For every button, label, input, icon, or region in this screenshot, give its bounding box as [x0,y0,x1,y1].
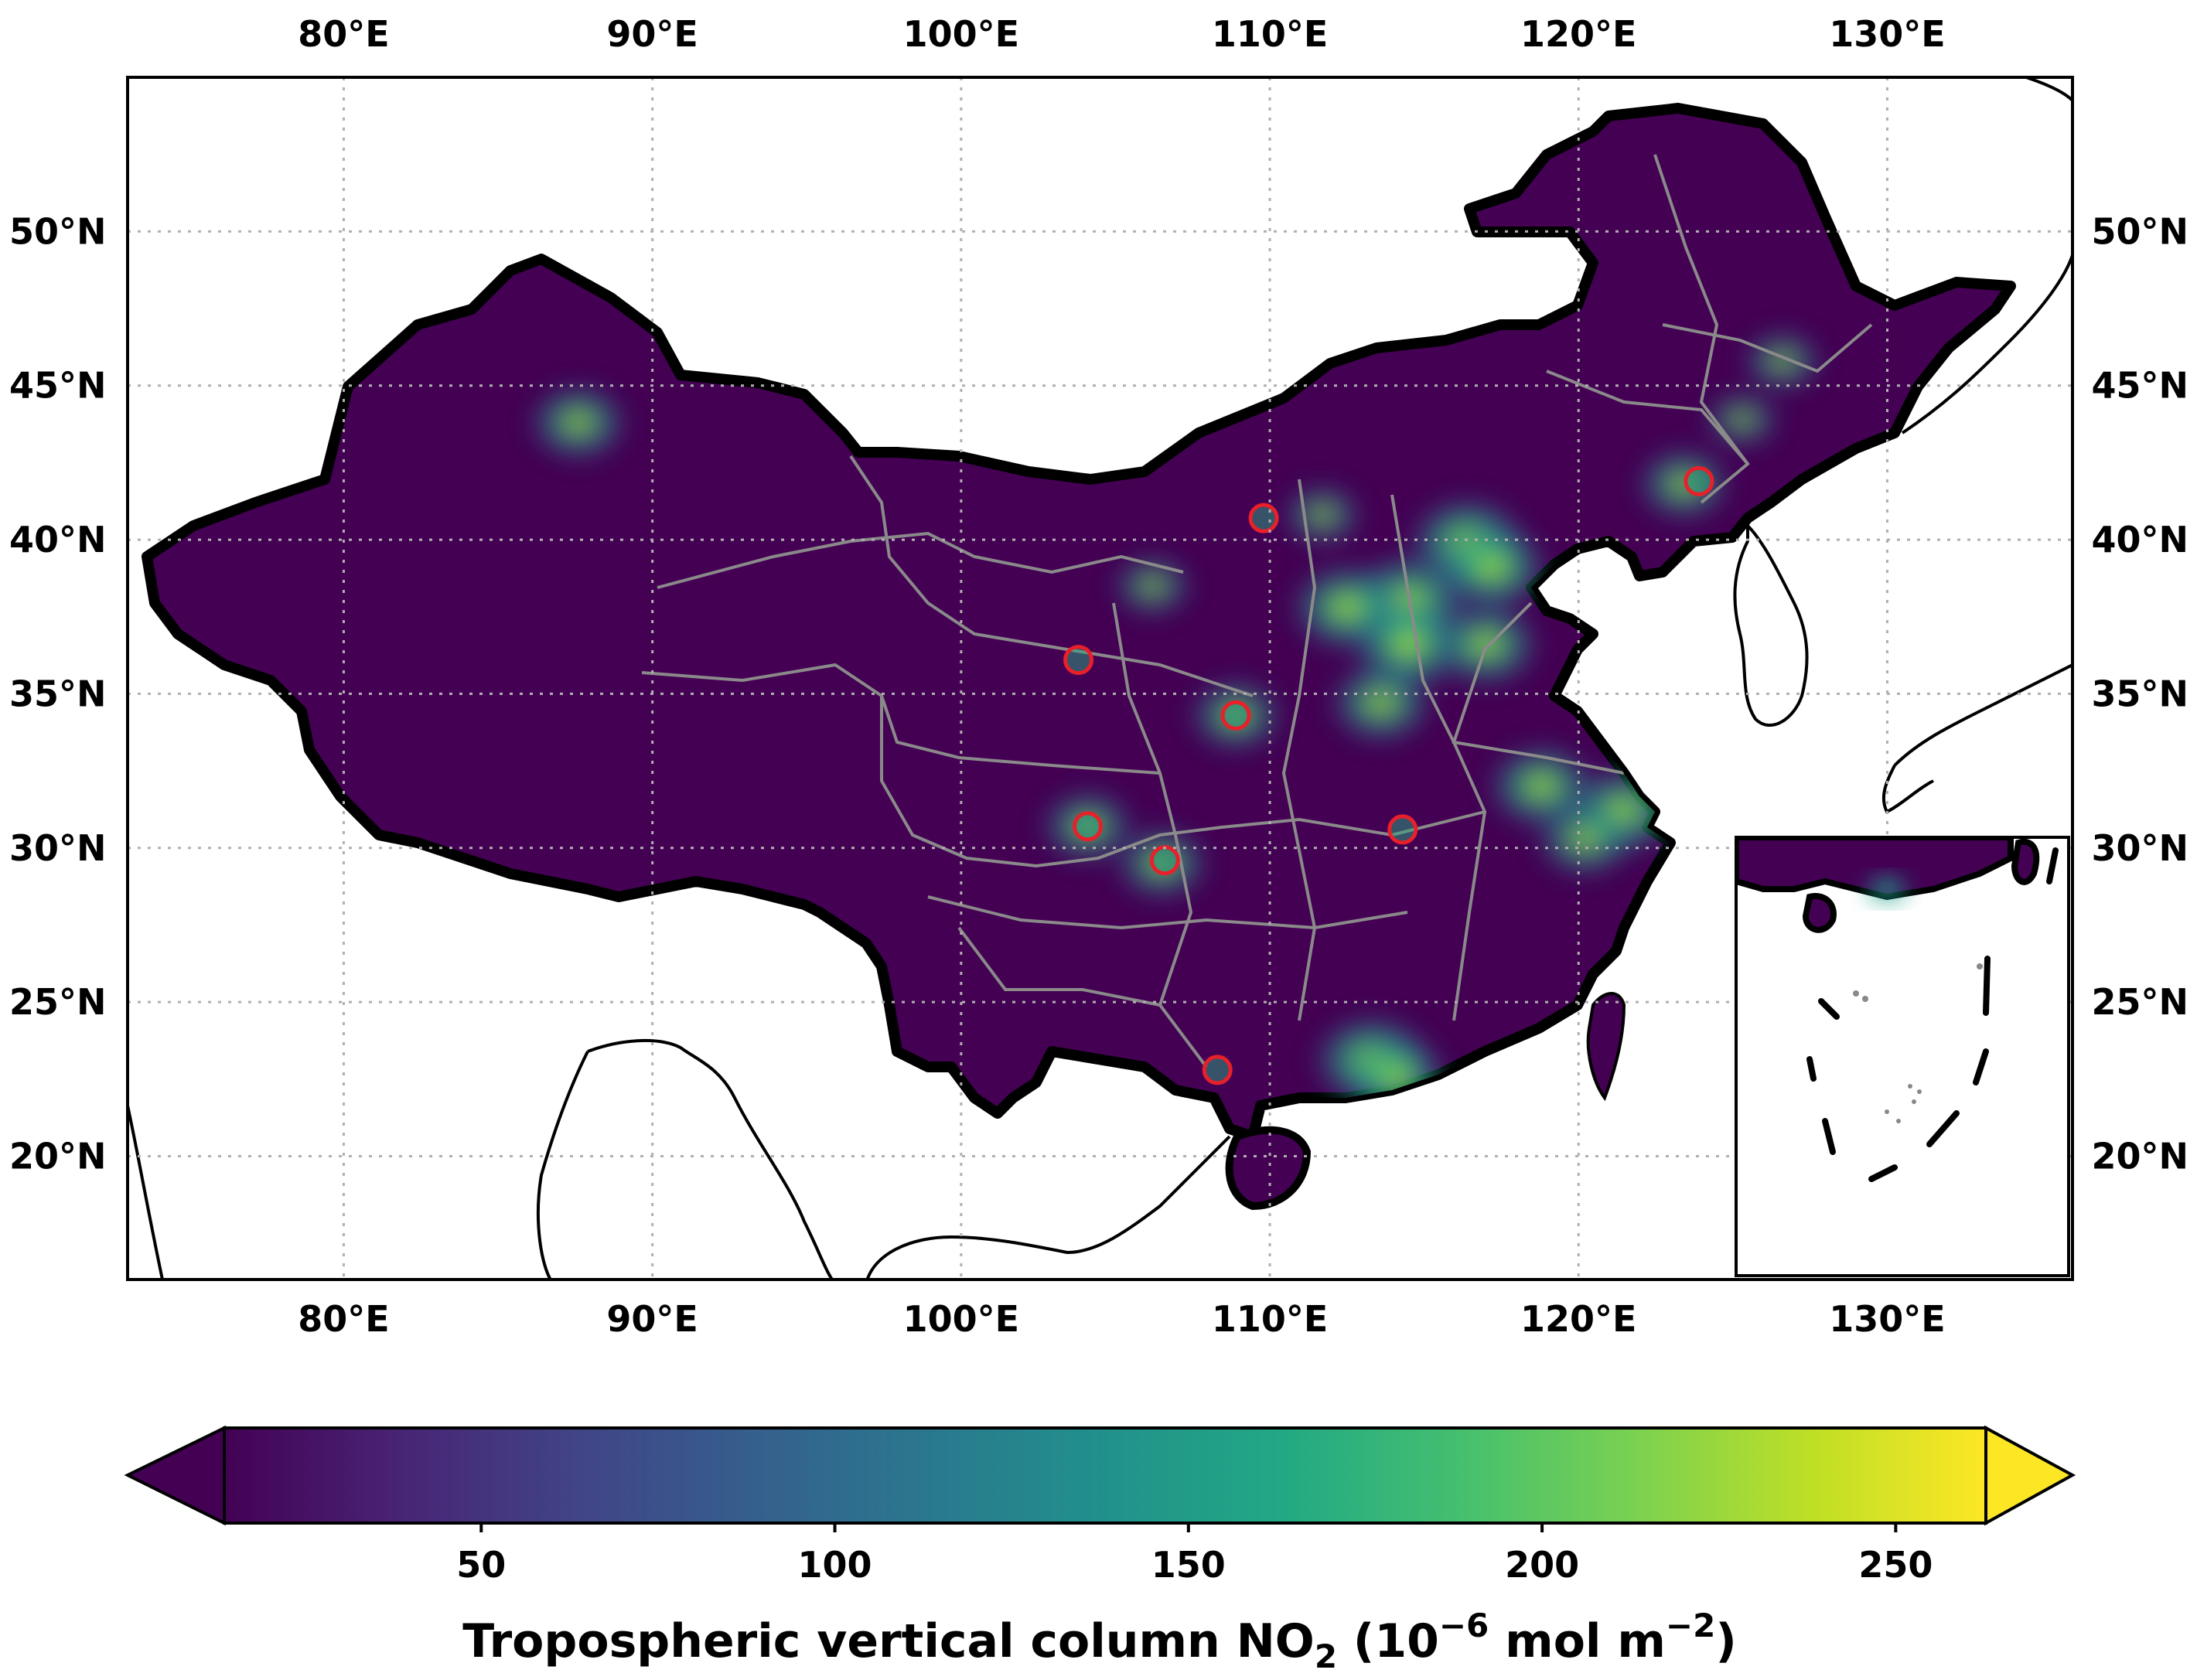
lat-label-left-3: 35°N [9,673,107,714]
site-marker-4 [1073,811,1104,842]
lon-label-bottom-0: 80°E [298,1298,389,1340]
hotspot-13 [524,380,632,465]
inset-islands [1853,963,1983,1123]
lat-label-right-5: 45°N [2091,365,2188,407]
lat-label-left-2: 30°N [9,827,107,869]
province-boundaries [641,154,1873,1068]
lat-label-right-2: 30°N [2091,827,2188,869]
colorbar-tick-label-1: 100 [798,1544,872,1586]
colorbar-tick-label-0: 50 [456,1544,506,1586]
colorbar-title-sub: 2 [1315,1637,1337,1675]
colorbar-extend-high [1984,1425,2076,1526]
lat-tick-labels-left: 20°N 25°N 30°N 35°N 40°N 45°N 50°N [9,210,107,1177]
site-marker-5 [1149,845,1180,876]
lon-label-top-4: 120°E [1520,13,1636,55]
lat-label-left-4: 40°N [9,519,107,561]
hotspot-9 [1531,796,1639,882]
lat-label-left-5: 45°N [9,365,107,407]
colorbar-extend-low [124,1425,226,1526]
site-marker-0 [1684,465,1714,496]
hotspot-18 [1700,386,1784,453]
hotspot-19 [1278,479,1366,550]
lon-label-bottom-2: 100°E [903,1298,1019,1340]
lat-label-left-6: 50°N [9,210,107,252]
lat-label-right-0: 20°N [2091,1136,2188,1177]
lat-label-right-4: 40°N [2091,519,2188,561]
china-landmass [142,103,2016,1142]
lon-label-top-3: 110°E [1212,13,1328,55]
hotspot-5 [1428,598,1544,691]
lon-label-bottom-5: 130°E [1829,1298,1945,1340]
south-china-sea-inset [1735,836,2070,1277]
colorbar-title-sup1: −6 [1439,1607,1489,1644]
lon-label-top-1: 90°E [606,13,698,55]
colorbar: 50 100 150 200 250 Tropospheric vertical col… [124,1425,2076,1675]
site-marker-7 [1202,1055,1233,1085]
korea-coastline [1733,522,1809,728]
inset-nine-dash-line [1806,847,2059,1182]
colorbar-tick-label-2: 150 [1151,1544,1226,1586]
india-coastline [128,1105,164,1280]
lon-label-bottom-4: 120°E [1520,1298,1636,1340]
colorbar-ticks: 50 100 150 200 250 [456,1523,1933,1586]
colorbar-tick-label-3: 200 [1505,1544,1579,1586]
lon-label-top-0: 80°E [298,13,389,55]
lat-label-right-6: 50°N [2091,210,2188,252]
site-markers [1063,465,1714,1085]
lat-label-left-1: 25°N [9,981,107,1023]
site-marker-2 [1063,645,1094,676]
lon-label-top-2: 100°E [903,13,1019,55]
hotspot-6 [1325,658,1437,748]
neighbour-coastlines [128,77,2072,1280]
map-border [126,76,2074,1281]
taiwan-shape [1586,992,1626,1102]
lon-label-bottom-3: 110°E [1212,1298,1328,1340]
lat-label-left-0: 20°N [9,1136,107,1177]
colorbar-title-close: ) [1715,1614,1736,1668]
site-marker-3 [1220,700,1251,731]
hotspot-12 [1632,443,1735,526]
lon-tick-labels-bottom: 80°E 90°E 100°E 110°E 120°E 130°E [298,1298,1945,1340]
colorbar-title: Tropospheric vertical column NO2 (10−6 m… [462,1607,1736,1675]
lon-tick-labels-top: 80°E 90°E 100°E 110°E 120°E 130°E [298,13,1945,55]
colorbar-tick-label-4: 250 [1858,1544,1933,1586]
colorbar-gradient [223,1426,1987,1525]
site-marker-1 [1248,503,1279,533]
lat-label-right-1: 25°N [2091,981,2188,1023]
lon-label-bottom-1: 90°E [606,1298,698,1340]
hotspot-20 [1108,550,1197,622]
hainan-island [1225,1126,1312,1211]
colorbar-title-unit-mid: mol m [1489,1614,1666,1668]
colorbar-title-sup2: −2 [1666,1607,1715,1644]
inset-taiwan [2011,838,2040,885]
colorbar-title-unit-open: (10 [1337,1614,1439,1668]
russia-coastline [1901,77,2072,434]
colorbar-title-main: Tropospheric vertical column NO [462,1614,1315,1668]
indochina-coastline [537,1038,1231,1280]
lat-label-right-3: 35°N [2091,673,2188,714]
site-marker-6 [1387,814,1418,845]
lon-label-top-5: 130°E [1829,13,1945,55]
hotspot-17 [1738,325,1827,397]
lat-tick-labels-right: 20°N 25°N 30°N 35°N 40°N 45°N 50°N [2091,210,2188,1177]
inset-hainan [1802,893,1837,933]
